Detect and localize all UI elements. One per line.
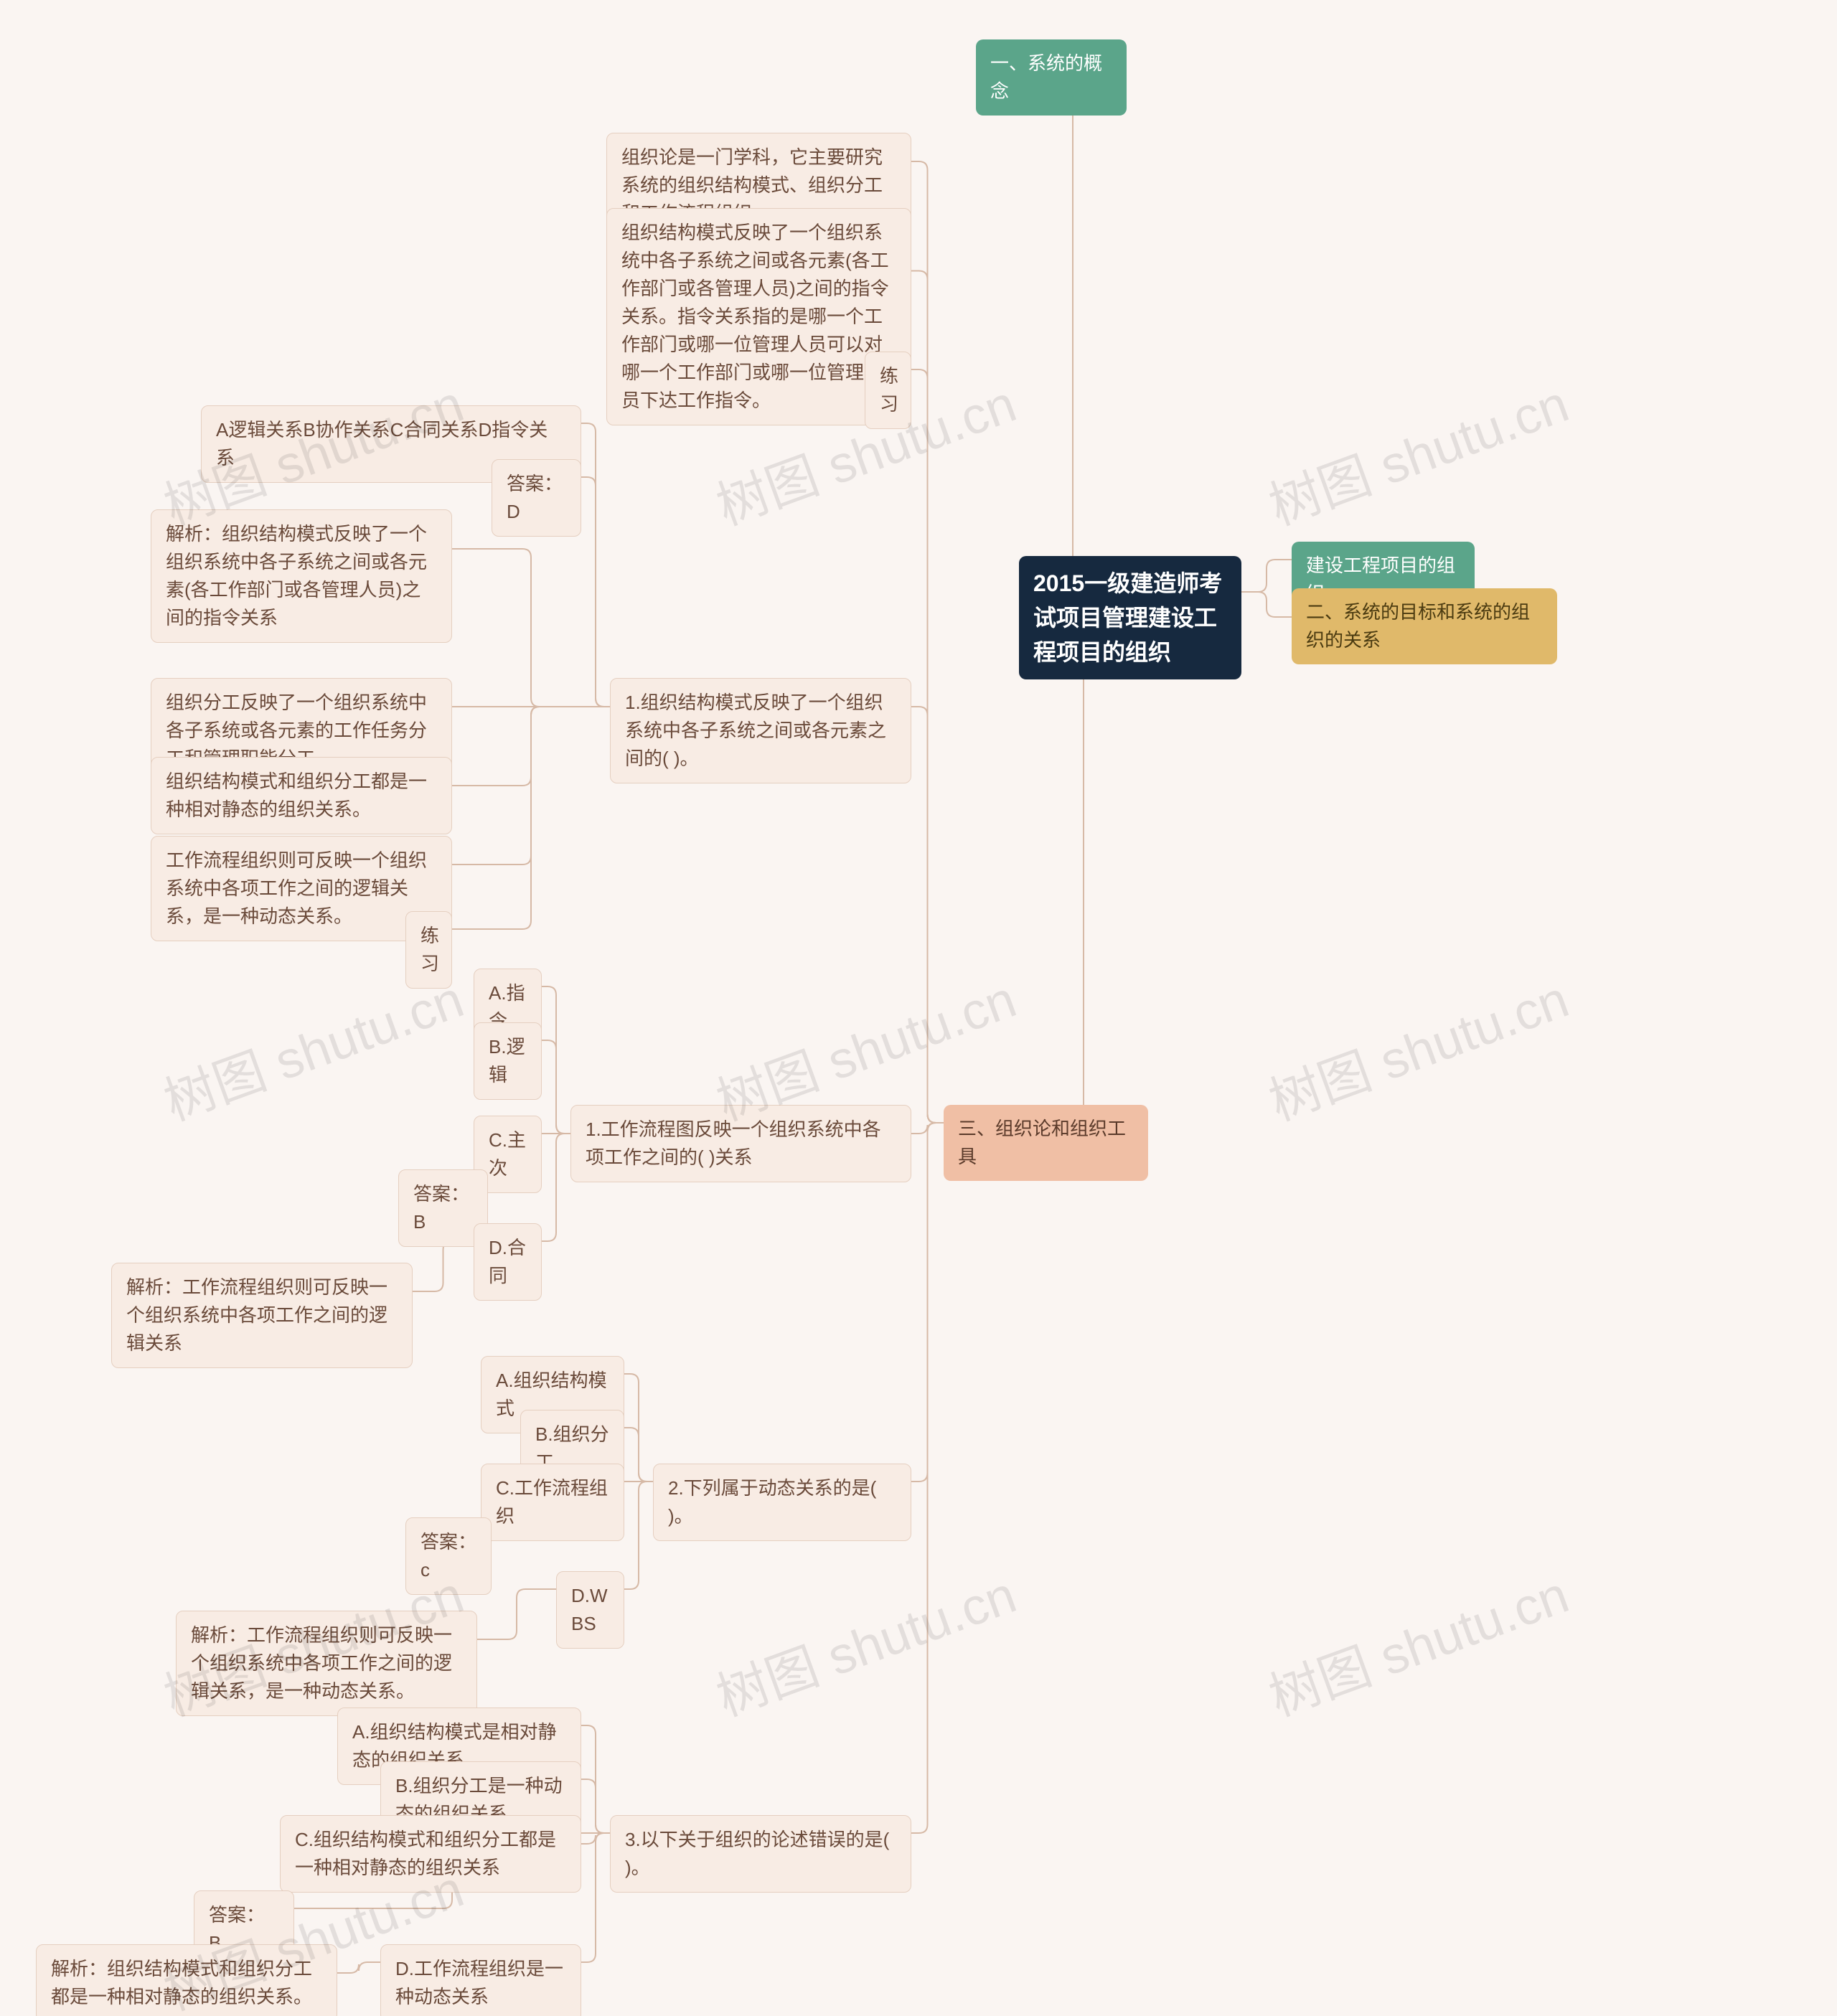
mindmap-node: 二、系统的目标和系统的组织的关系: [1292, 588, 1557, 664]
mindmap-node: 组织结构模式和组织分工都是一种相对静态的组织关系。: [151, 757, 452, 834]
mindmap-node: D.工作流程组织是一种动态关系: [380, 1944, 581, 2016]
mindmap-node: 2015一级建造师考试项目管理建设工程项目的组织: [1019, 556, 1241, 679]
mindmap-node: 一、系统的概念: [976, 39, 1127, 116]
mindmap-node: D.合同: [474, 1223, 542, 1301]
mindmap-node: 解析：工作流程组织则可反映一个组织系统中各项工作之间的逻辑关系: [111, 1263, 413, 1368]
mindmap-node: 答案：D: [492, 459, 581, 537]
mindmap-node: 三、组织论和组织工具: [944, 1105, 1148, 1181]
mindmap-node: 解析：组织结构模式反映了一个组织系统中各子系统之间或各元素(各工作部门或各管理人…: [151, 509, 452, 643]
mindmap-node: C.工作流程组织: [481, 1464, 624, 1541]
mindmap-node: B.逻辑: [474, 1022, 542, 1100]
mindmap-node: 1.组织结构模式反映了一个组织系统中各子系统之间或各元素之间的( )。: [610, 678, 911, 783]
watermark: 树图 shutu.cn: [1257, 362, 1577, 540]
mindmap-node: 2.下列属于动态关系的是( )。: [653, 1464, 911, 1541]
watermark: 树图 shutu.cn: [705, 1553, 1025, 1730]
mindmap-node: 练习: [405, 911, 452, 989]
mindmap-node: 答案：c: [405, 1517, 492, 1595]
mindmap-node: 3.以下关于组织的论述错误的是( )。: [610, 1815, 911, 1893]
mindmap-node: C.组织结构模式和组织分工都是一种相对静态的组织关系: [280, 1815, 581, 1893]
mindmap-node: 练习: [865, 352, 911, 429]
mindmap-node: 1.工作流程图反映一个组织系统中各项工作之间的( )关系: [570, 1105, 911, 1182]
mindmap-node: 解析：工作流程组织则可反映一个组织系统中各项工作之间的逻辑关系，是一种动态关系。: [176, 1611, 477, 1716]
mindmap-node: 解析：组织结构模式和组织分工都是一种相对静态的组织关系。: [36, 1944, 337, 2016]
mindmap-node: D.WBS: [556, 1571, 624, 1649]
watermark: 树图 shutu.cn: [1257, 957, 1577, 1135]
watermark: 树图 shutu.cn: [1257, 1553, 1577, 1730]
